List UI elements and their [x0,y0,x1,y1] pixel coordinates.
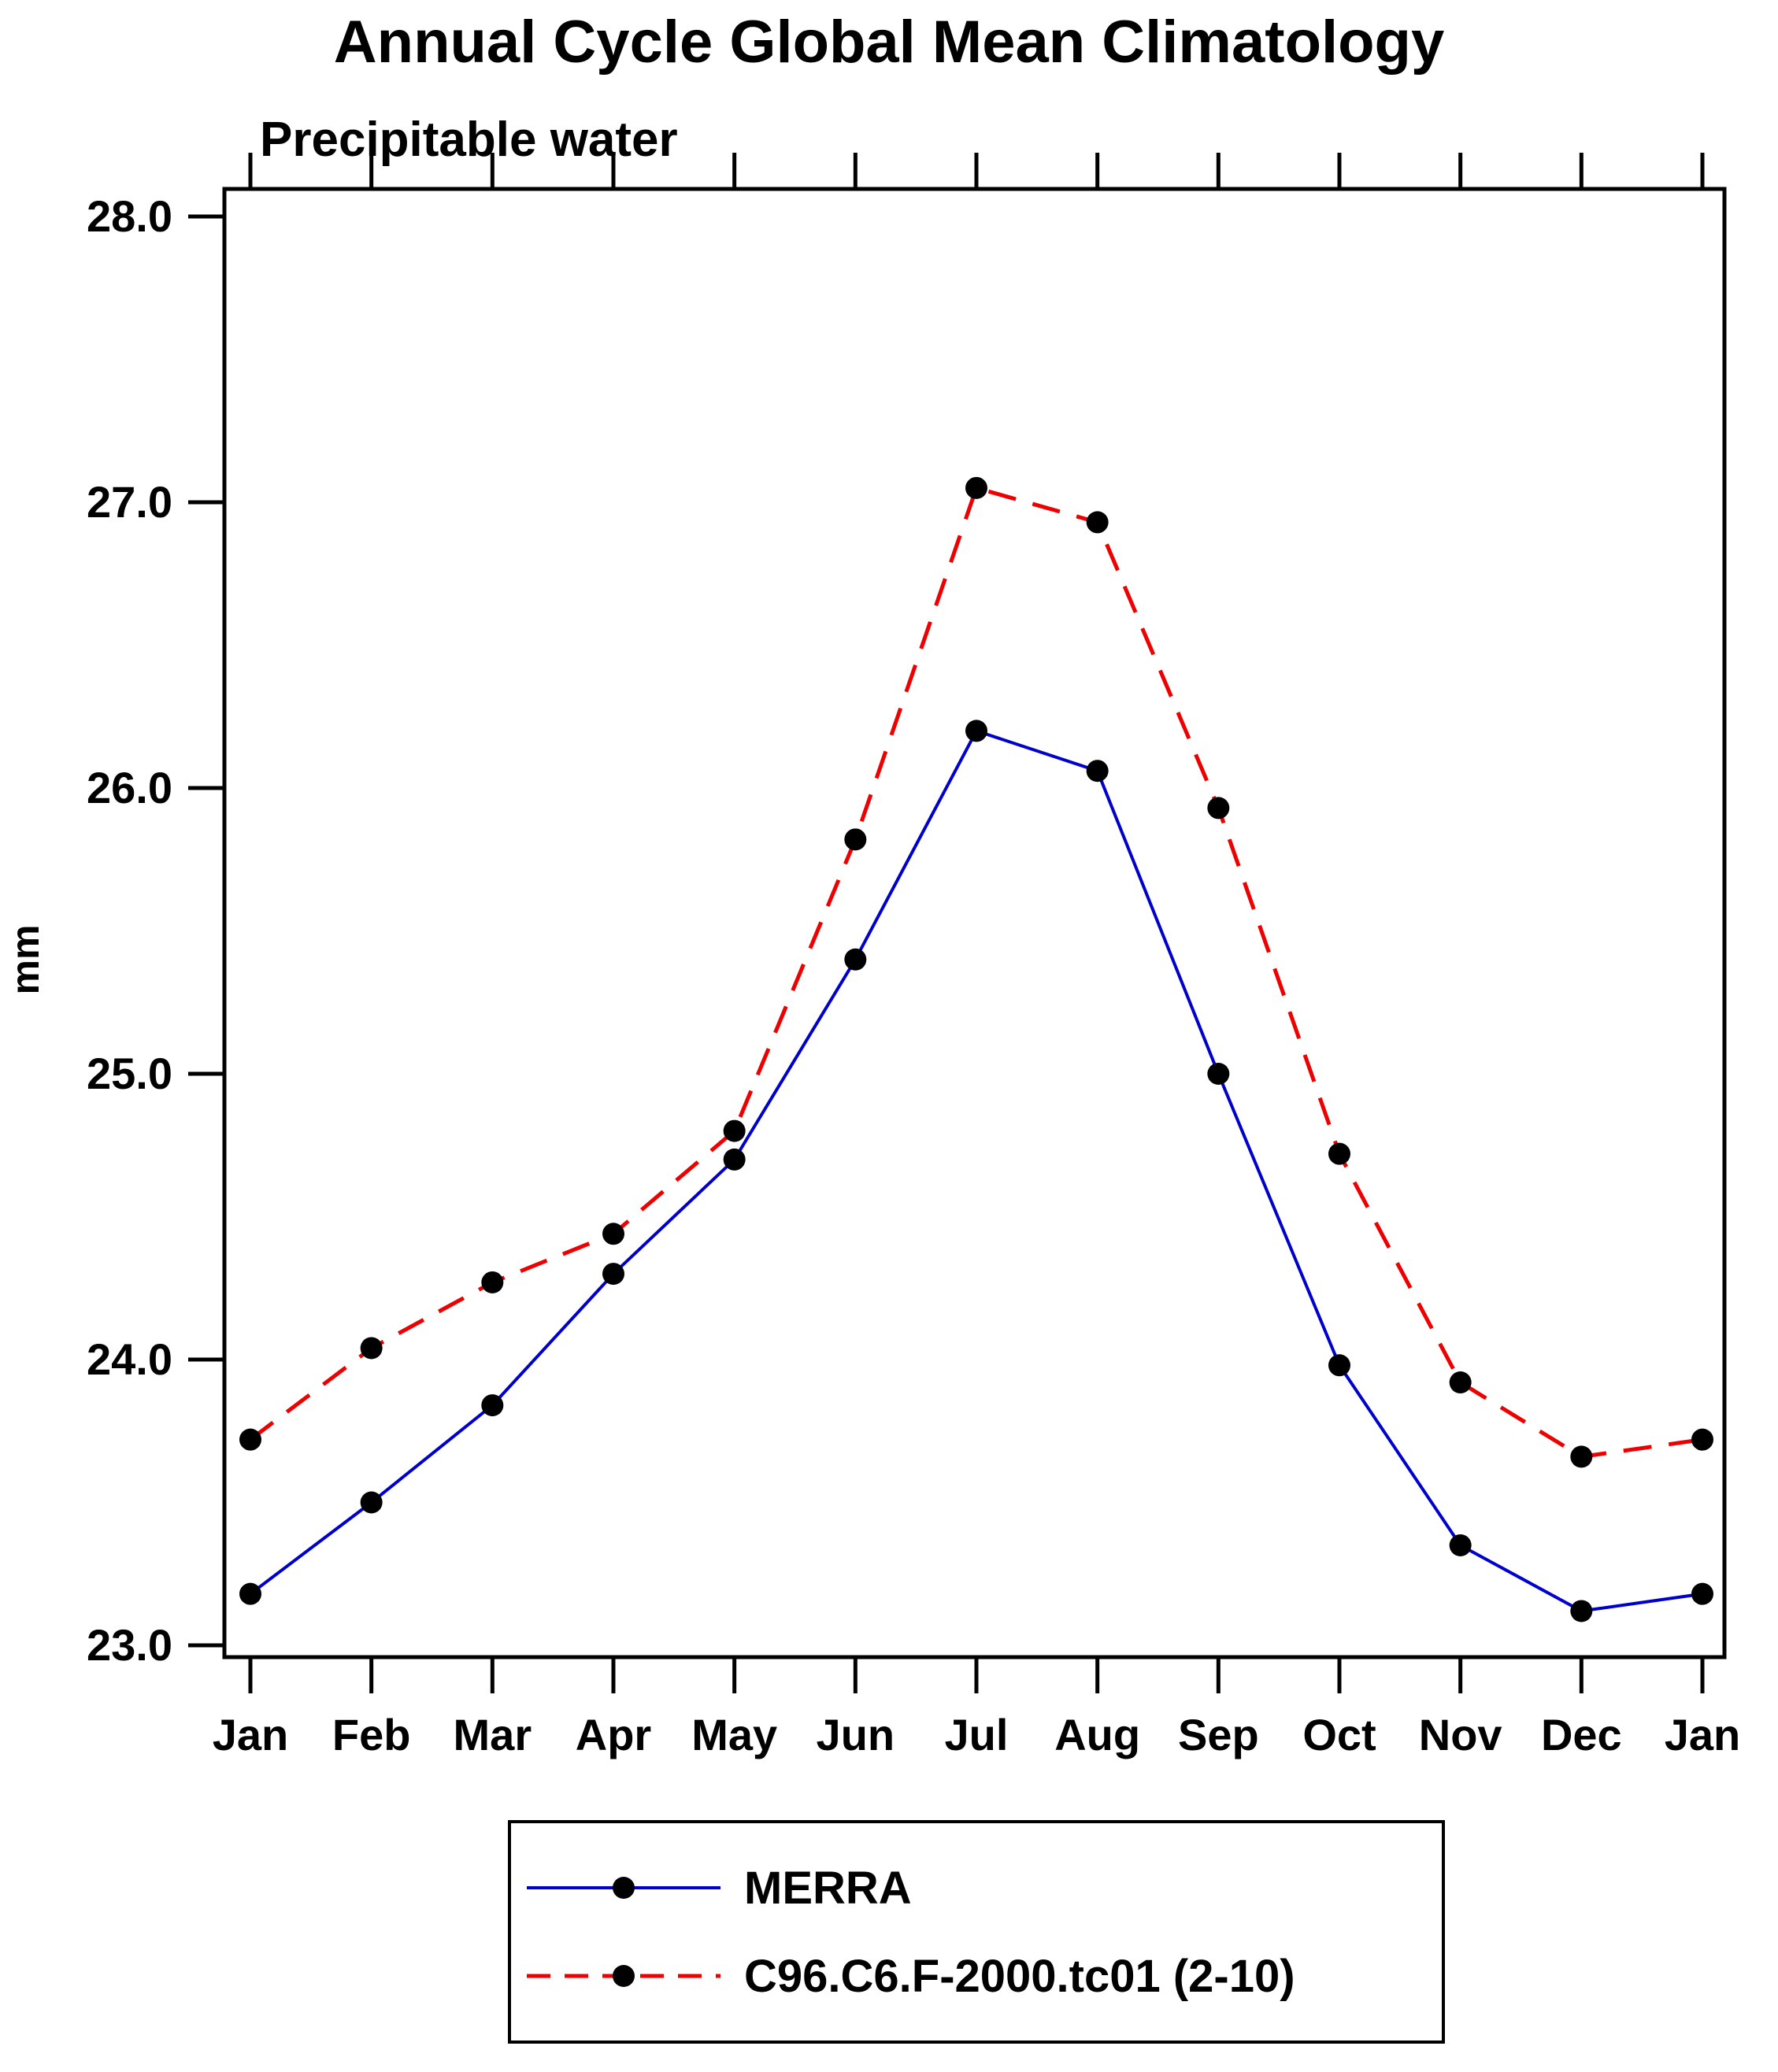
data-point-marker [1328,1354,1350,1377]
y-tick-label: 28.0 [87,191,172,241]
x-tick-label: Jan [213,1710,289,1759]
data-point-marker [481,1394,504,1417]
axis-box [222,187,1727,1659]
y-tick-label: 23.0 [87,1620,172,1670]
data-point-marker [1086,760,1109,783]
data-point-marker [1207,1063,1230,1085]
x-tick-label: Aug [1054,1710,1140,1759]
legend-item-c96: C96.C6.F-2000.tc01 (2-10) [511,1932,1442,2020]
x-tick-label: May [691,1710,777,1759]
data-point-marker [602,1263,624,1286]
chart-subtitle: Precipitable water [260,113,678,167]
x-tick-label: Mar [454,1710,532,1759]
data-point-marker [1207,797,1230,820]
data-point-marker [602,1223,624,1245]
data-point-marker [1449,1371,1472,1394]
data-point-marker [1691,1428,1713,1451]
data-point-marker [239,1428,261,1451]
x-tick-label: Dec [1541,1710,1622,1759]
c96-line [249,485,1703,1460]
legend: MERRA C96.C6.F-2000.tc01 (2-10) [508,1820,1445,2044]
data-point-marker [239,1582,261,1605]
c96-line-sample [527,1965,720,1987]
legend-label-merra: MERRA [744,1862,912,1914]
x-tick-label: Apr [576,1710,651,1759]
data-point-marker [965,720,987,742]
data-point-marker [1086,511,1109,534]
x-tick-label: Sep [1178,1710,1259,1759]
data-point-marker [360,1337,383,1360]
chart-title: Annual Cycle Global Mean Climatology [333,9,1445,76]
data-point-marker [481,1271,504,1293]
x-tick-label: Nov [1419,1710,1502,1759]
data-point-marker [723,1119,746,1142]
legend-item-merra: MERRA [511,1844,1442,1932]
data-point-marker [1449,1534,1472,1556]
data-point-marker [360,1491,383,1514]
data-point-marker [844,828,867,851]
y-tick-label: 24.0 [87,1334,172,1384]
data-point-marker [1570,1445,1593,1468]
y-tick-label: 25.0 [87,1049,172,1098]
legend-marker [613,1877,635,1899]
x-tick-label: Jul [945,1710,1009,1759]
data-point-marker [844,948,867,971]
legend-label-c96: C96.C6.F-2000.tc01 (2-10) [744,1950,1295,2002]
y-tick-label: 26.0 [87,763,172,812]
data-point-marker [1691,1582,1713,1605]
merra-line [249,728,1703,1613]
x-tick-label: Oct [1302,1710,1376,1759]
data-point-marker [723,1148,746,1171]
data-point-marker [1570,1600,1593,1622]
x-tick-label: Feb [332,1710,411,1759]
merra-line-sample [527,1877,720,1899]
y-tick-label: 27.0 [87,477,172,527]
x-tick-label: Jan [1665,1710,1741,1759]
legend-marker [613,1965,635,1987]
data-point-marker [1328,1142,1350,1165]
data-point-marker [965,476,987,499]
x-tick-label: Jun [817,1710,895,1759]
